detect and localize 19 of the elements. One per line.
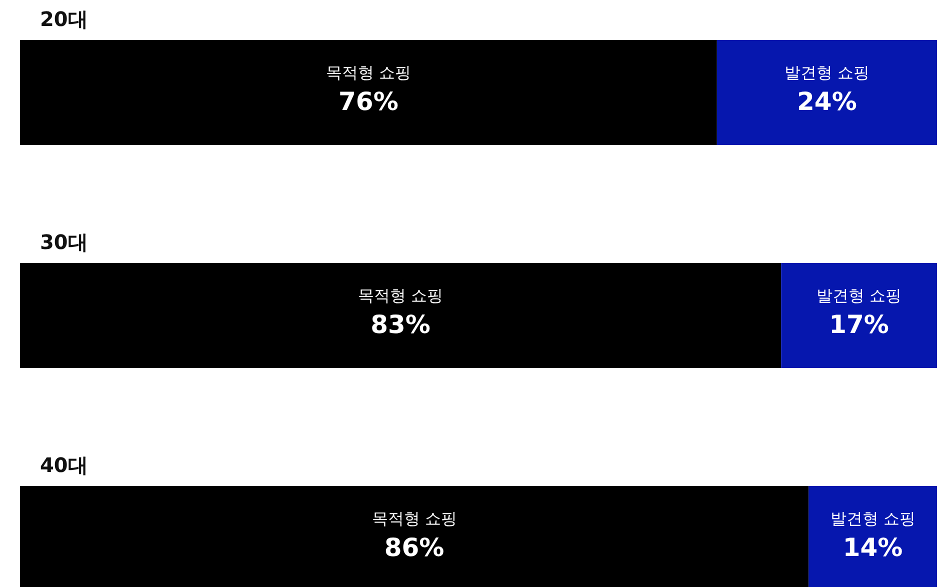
y-tick-label: 20대 [40, 7, 88, 31]
text: 목적형 쇼핑 [358, 286, 444, 305]
series-label: 목적형 쇼핑 [326, 63, 412, 82]
data-label: 86% [384, 533, 444, 562]
text: 목적형 쇼핑 [372, 509, 457, 528]
text: 발견형 쇼핑 [784, 63, 870, 82]
bar [20, 40, 717, 145]
data-label: 83% [370, 310, 430, 339]
data-label: 76% [338, 87, 398, 116]
text: 발견형 쇼핑 [816, 286, 902, 305]
bar [716, 40, 937, 145]
y-tick-label: 40대 [40, 453, 88, 477]
data-label: 14% [842, 533, 903, 562]
bar [781, 263, 937, 368]
data-label: 24% [797, 87, 857, 116]
y-tick-label: 30대 [40, 230, 88, 254]
bar [20, 263, 782, 368]
series-label: 발견형 쇼핑 [830, 509, 916, 528]
data-label: 17% [829, 310, 889, 339]
